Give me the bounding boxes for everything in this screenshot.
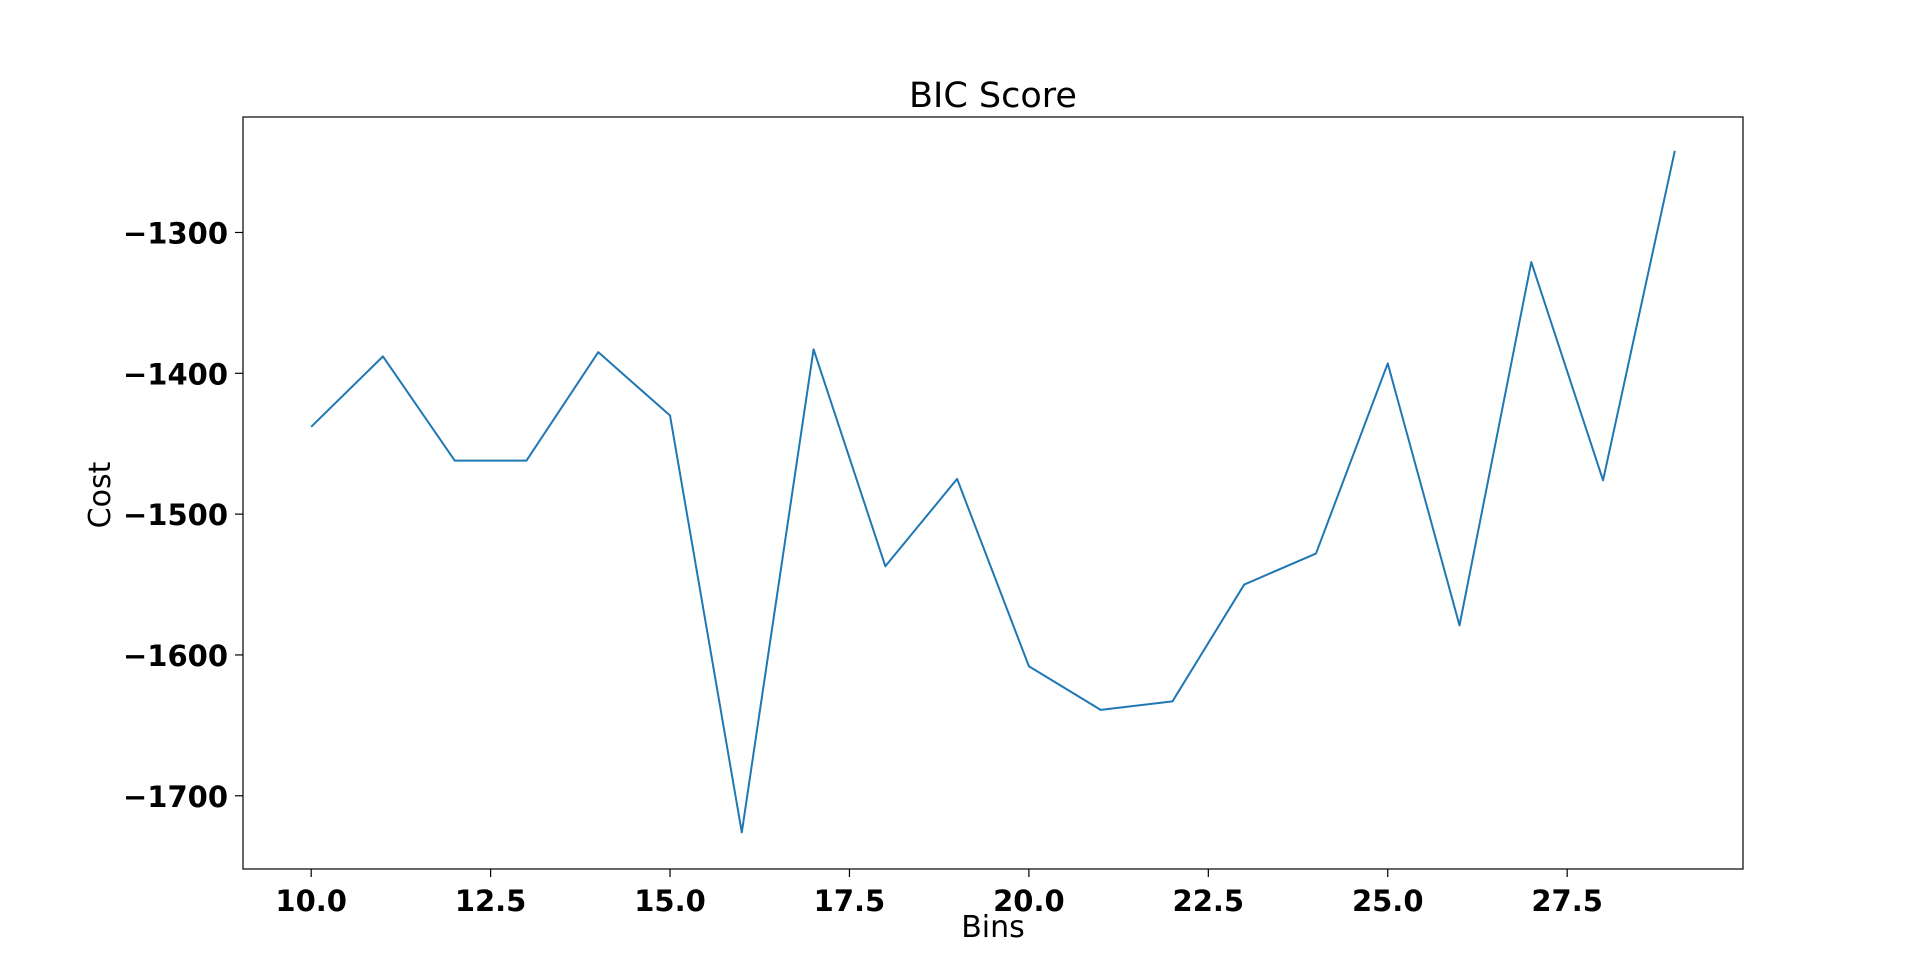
y-axis-label: Cost	[83, 461, 118, 528]
y-axis-ticks: −1700 −1600 −1500 −1400 −1300	[123, 216, 243, 814]
x-tick-label: 12.5	[455, 884, 527, 918]
chart-title: BIC Score	[909, 76, 1077, 116]
y-tick-label: −1300	[123, 216, 228, 250]
y-tick-label: −1500	[123, 498, 228, 532]
series-line	[310, 150, 1676, 834]
x-axis-ticks: 10.0 12.5 15.0 17.5 20.0 22.5 25.0 27.5	[275, 869, 1603, 918]
plot-area-frame	[242, 116, 1744, 870]
x-axis-label: Bins	[961, 910, 1025, 945]
x-tick-label: 15.0	[634, 884, 706, 918]
x-tick-label: 20.0	[993, 884, 1065, 918]
x-tick-label: 10.0	[275, 884, 347, 918]
y-tick-label: −1600	[123, 639, 228, 673]
series-layer	[310, 150, 1676, 834]
y-tick-label: −1400	[123, 357, 228, 391]
x-tick-label: 17.5	[814, 884, 886, 918]
x-tick-label: 22.5	[1173, 884, 1245, 918]
y-tick-label: −1700	[123, 780, 228, 814]
x-tick-label: 27.5	[1531, 884, 1603, 918]
x-tick-label: 25.0	[1352, 884, 1424, 918]
